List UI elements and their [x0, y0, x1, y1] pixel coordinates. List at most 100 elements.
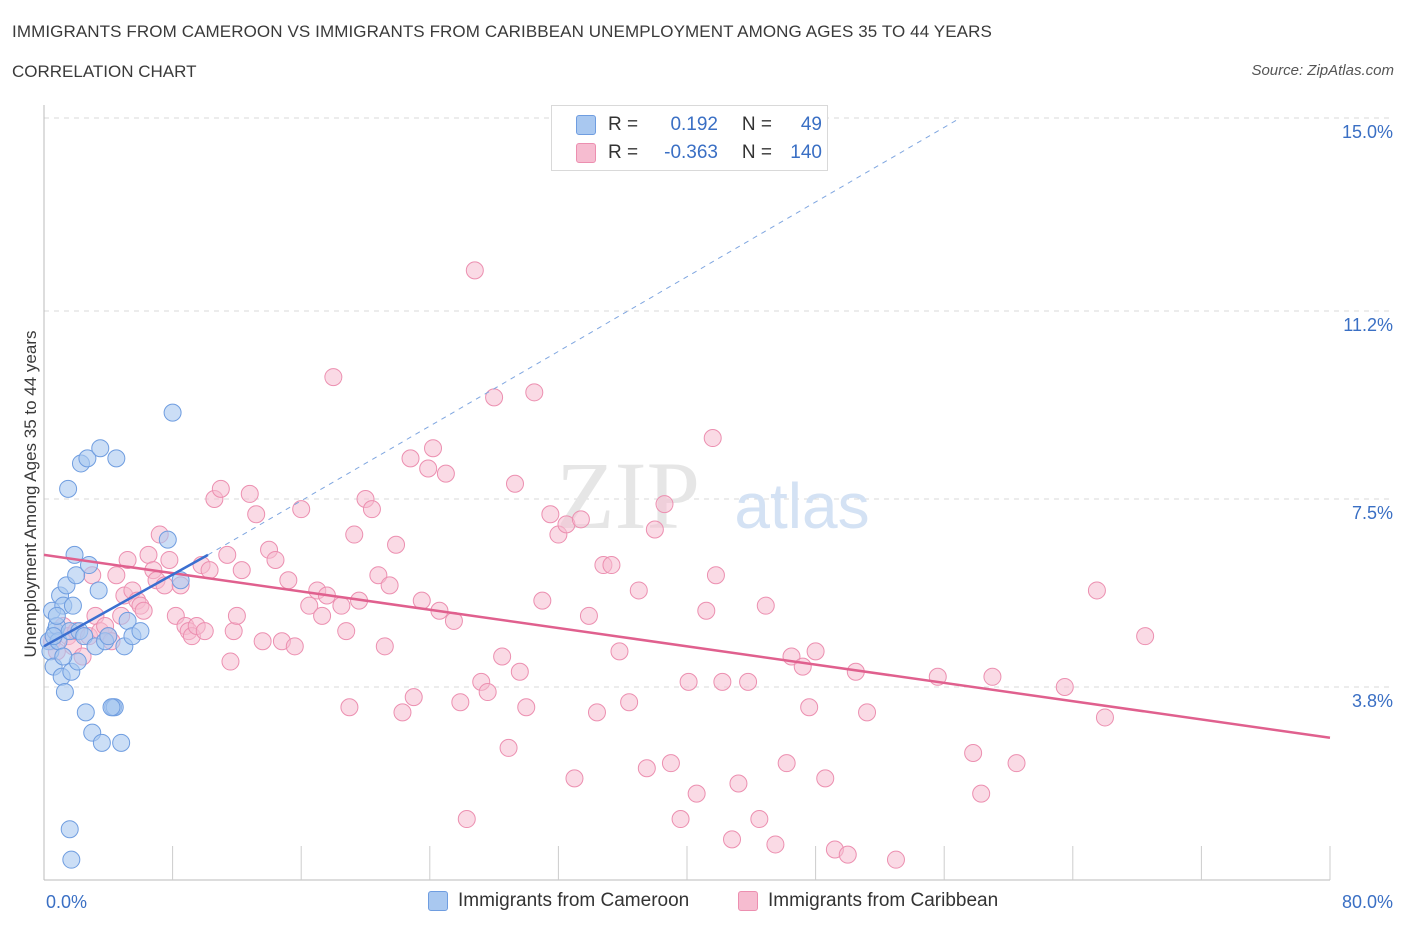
caribbean-point — [387, 535, 406, 554]
caribbean-point — [493, 647, 512, 666]
caribbean-point — [587, 703, 606, 722]
legend-row-cameroon: R = 0.192 N = 49 — [576, 113, 822, 137]
cameroon-point — [80, 556, 99, 575]
caribbean-point — [533, 591, 552, 610]
cameroon-point — [78, 449, 97, 468]
caribbean-point — [858, 703, 877, 722]
caribbean-point — [345, 525, 364, 544]
caribbean-point — [404, 688, 423, 707]
caribbean-point — [661, 754, 680, 773]
cameroon-point — [99, 627, 118, 646]
caribbean-point — [756, 596, 775, 615]
cameroon-point — [89, 581, 108, 600]
caribbean-point — [602, 556, 621, 575]
caribbean-point — [972, 784, 991, 803]
caribbean-point — [706, 566, 725, 585]
n-label: N = — [741, 114, 772, 135]
n-label: N = — [741, 142, 772, 163]
caribbean-swatch — [576, 143, 596, 163]
cameroon-point — [107, 449, 126, 468]
n-value: 49 — [800, 114, 822, 135]
caribbean-point — [419, 459, 438, 478]
caribbean-point — [565, 769, 584, 788]
caribbean-point — [436, 464, 455, 483]
cameroon-point — [63, 596, 82, 615]
source-label: Source: ZipAtlas.com — [1251, 62, 1394, 79]
trend-lines — [43, 117, 1331, 739]
caribbean-point — [227, 606, 246, 625]
caribbean-point — [739, 672, 758, 691]
caribbean-point — [107, 566, 126, 585]
caribbean-trend-line — [43, 553, 1331, 739]
caribbean-point — [401, 449, 420, 468]
chart-title: IMMIGRANTS FROM CAMEROON VS IMMIGRANTS F… — [12, 22, 992, 41]
tick-labels: 3.8% 7.5% 11.2% 15.0% 0.0% 80.0% — [46, 122, 1393, 912]
cameroon-point — [67, 566, 86, 585]
caribbean-points — [43, 261, 1155, 869]
caribbean-point — [292, 500, 311, 519]
caribbean-point — [457, 810, 476, 829]
y-axis-label: Unemployment Among Ages 35 to 44 years — [21, 331, 40, 658]
axes — [43, 105, 1331, 881]
cameroon-point — [131, 622, 150, 641]
cameroon-point — [163, 403, 182, 422]
n-value: 140 — [790, 142, 822, 163]
caribbean-point — [485, 388, 504, 407]
legend-row-caribbean: R = -0.363 N = 140 — [576, 141, 822, 165]
y-tick-label: 15.0% — [1342, 122, 1393, 142]
caribbean-point — [517, 698, 536, 717]
caribbean-point — [478, 683, 497, 702]
caribbean-point — [340, 698, 359, 717]
caribbean-point — [285, 637, 304, 656]
caribbean-point — [211, 479, 230, 498]
watermark-zip: ZIP — [556, 442, 700, 549]
y-tick-label: 3.8% — [1352, 691, 1393, 711]
caribbean-point — [750, 810, 769, 829]
caribbean-point — [1095, 708, 1114, 727]
caribbean-point — [279, 571, 298, 590]
r-value: 0.192 — [670, 114, 718, 135]
caribbean-point — [713, 672, 732, 691]
caribbean-point — [218, 545, 237, 564]
caribbean-point — [362, 500, 381, 519]
cameroon-point — [76, 703, 95, 722]
cameroon-point — [91, 439, 110, 458]
cameroon-point — [59, 479, 78, 498]
caribbean-point — [525, 383, 544, 402]
caribbean-point — [221, 652, 240, 671]
bottom-legend-caribbean: Immigrants from Caribbean — [738, 890, 998, 912]
caribbean-point — [424, 439, 443, 458]
caribbean-point — [313, 606, 332, 625]
caribbean-point — [687, 784, 706, 803]
caribbean-point — [571, 510, 590, 529]
cameroon-point — [75, 627, 94, 646]
caribbean-point — [655, 495, 674, 514]
caribbean-point — [369, 566, 388, 585]
caribbean-point — [703, 429, 722, 448]
caribbean-point — [620, 693, 639, 712]
caribbean-point — [983, 667, 1002, 686]
caribbean-point — [964, 744, 983, 762]
bottom-legend-cameroon: Immigrants from Cameroon — [428, 890, 689, 912]
cameroon-point — [102, 698, 121, 717]
grid-lines — [44, 117, 1390, 688]
caribbean-point — [510, 662, 529, 681]
cameroon-trend-line — [43, 553, 209, 648]
caribbean-legend-label: Immigrants from Caribbean — [768, 890, 999, 911]
caribbean-point — [200, 561, 219, 580]
cameroon-point — [92, 733, 111, 752]
caribbean-point — [160, 550, 179, 569]
caribbean-point — [505, 474, 524, 493]
caribbean-point — [375, 637, 394, 656]
caribbean-point — [671, 810, 690, 829]
chart-subtitle: CORRELATION CHART — [12, 62, 197, 81]
y-tick-label: 11.2% — [1343, 315, 1393, 335]
cameroon-legend-swatch — [428, 891, 448, 911]
caribbean-point — [224, 622, 243, 641]
caribbean-point — [766, 835, 785, 854]
caribbean-point — [195, 622, 214, 641]
x-tick-label: 80.0% — [1342, 892, 1393, 912]
caribbean-point — [324, 368, 343, 387]
caribbean-point — [1087, 581, 1106, 600]
